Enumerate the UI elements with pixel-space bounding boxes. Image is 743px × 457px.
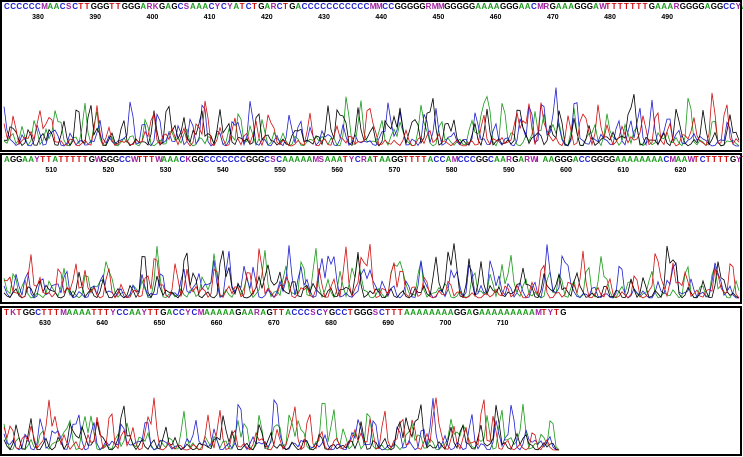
position-label: 480 <box>604 14 616 21</box>
position-label: 710 <box>497 320 509 327</box>
position-label: 600 <box>560 167 572 174</box>
panel: AGGAAYTTATTTTTGWGGGCCWTTTWAAACKGGCCCCCCC… <box>0 153 743 304</box>
position-label: 380 <box>32 14 44 21</box>
position-label: 490 <box>661 14 673 21</box>
position-label: 660 <box>211 320 223 327</box>
position-label: 470 <box>547 14 559 21</box>
position-label: 520 <box>103 167 115 174</box>
position-label: 420 <box>261 14 273 21</box>
position-label: 390 <box>89 14 101 21</box>
position-label: 630 <box>39 320 51 327</box>
position-label: 590 <box>503 167 515 174</box>
trace <box>3 397 559 451</box>
position-label: 440 <box>375 14 387 21</box>
panel: TKTGGCTTTMAAAATTTYCCAAYTTGACCYCMAAAAAGAA… <box>0 306 742 456</box>
trace <box>3 404 560 451</box>
sequence: TKTGGCTTTMAAAATTTYCCAAYTTGACCYCMAAAAAGAA… <box>4 308 566 317</box>
position-label: 540 <box>217 167 229 174</box>
panel-frame <box>0 0 742 152</box>
position-label: 550 <box>274 167 286 174</box>
position-label: 530 <box>160 167 172 174</box>
trace <box>3 94 740 147</box>
trace <box>3 243 740 299</box>
panel-frame <box>0 153 742 304</box>
position-label: 570 <box>389 167 401 174</box>
trace <box>3 398 560 451</box>
position-label: 620 <box>675 167 687 174</box>
sequence: CCCCCCMAACSCTTGGGTTGGGARKGAGCSAAACYCYATC… <box>4 2 743 11</box>
position-label: 560 <box>331 167 343 174</box>
position-label: 640 <box>96 320 108 327</box>
position-label: 410 <box>204 14 216 21</box>
position-label: 400 <box>147 14 159 21</box>
position-label: 700 <box>440 320 452 327</box>
position-label: 430 <box>318 14 330 21</box>
position-label: 450 <box>433 14 445 21</box>
position-label: 610 <box>617 167 629 174</box>
position-label: 670 <box>268 320 280 327</box>
position-label: 680 <box>325 320 337 327</box>
trace <box>3 92 740 147</box>
position-label: 510 <box>45 167 57 174</box>
trace <box>3 402 560 451</box>
panel-frame <box>0 306 742 456</box>
position-label: 580 <box>446 167 458 174</box>
trace <box>3 243 740 299</box>
position-label: 690 <box>382 320 394 327</box>
position-label: 460 <box>490 14 502 21</box>
panel: CCCCCCMAACSCTTGGGTTGGGARKGAGCSAAACYCYATC… <box>0 0 743 152</box>
sequence: AGGAAYTTATTTTTGWGGGCCWTTTWAAACKGGCCCCCCC… <box>4 155 743 164</box>
position-label: 650 <box>154 320 166 327</box>
trace <box>3 244 740 299</box>
